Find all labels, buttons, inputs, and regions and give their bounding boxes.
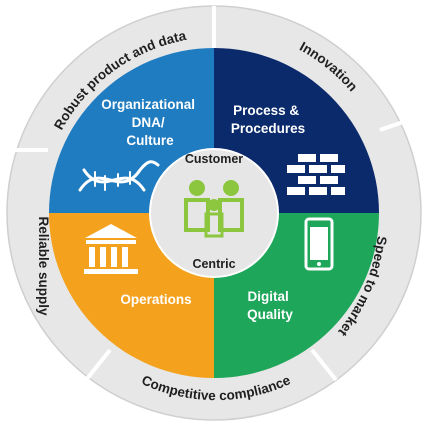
brick-wall-icon xyxy=(287,154,345,195)
dna-icon xyxy=(78,160,160,192)
quadrant-label-digital-quality: Digital Quality xyxy=(247,289,293,322)
center-label-customer: Customer xyxy=(185,152,243,166)
center-label-centric: Centric xyxy=(192,257,235,271)
ring-label-reliable-supply: Reliable supply xyxy=(36,216,51,316)
bank-building-icon xyxy=(84,224,138,274)
quadrant-label-operations: Operations xyxy=(120,292,191,307)
smartphone-icon xyxy=(304,217,334,271)
ring-separators xyxy=(8,6,419,382)
quadrant-label-process: Process & Procedures xyxy=(231,103,305,136)
quadrant-label-organizational: Organizational DNA/ Culture xyxy=(101,97,199,148)
family-icon xyxy=(184,180,244,238)
